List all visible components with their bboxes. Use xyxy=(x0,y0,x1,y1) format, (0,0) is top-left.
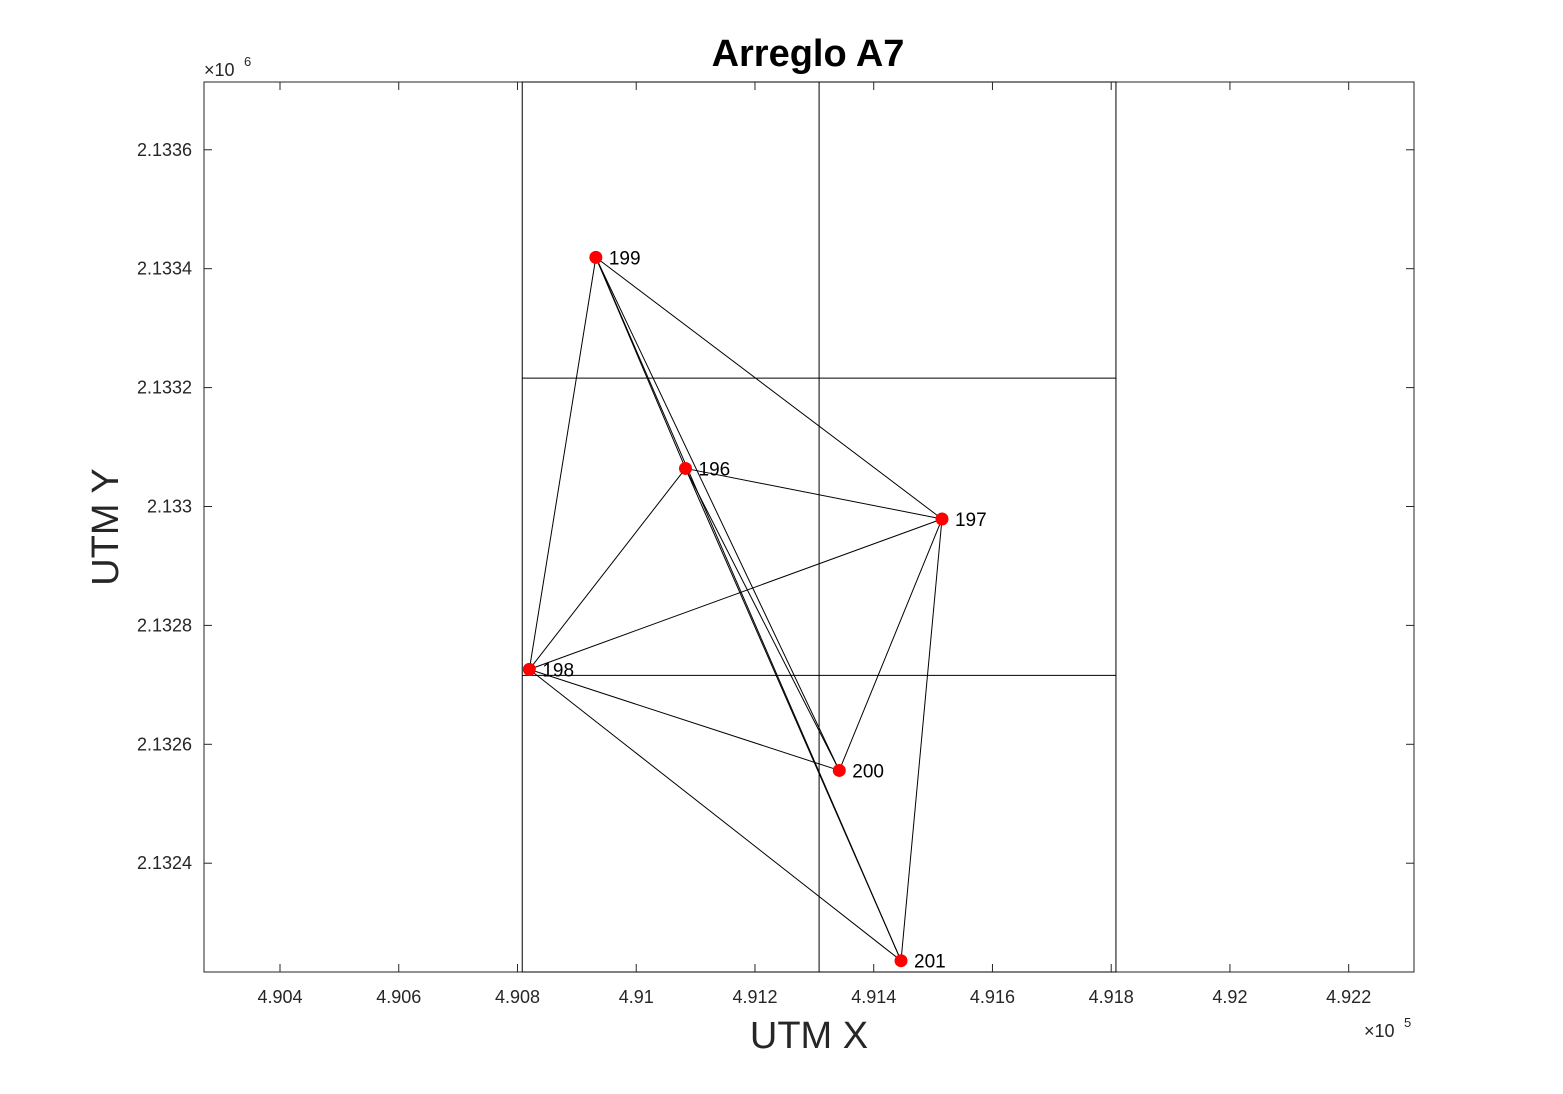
x-tick-label: 4.922 xyxy=(1326,987,1371,1007)
x-tick-label: 4.908 xyxy=(495,987,540,1007)
x-exponent-power: 5 xyxy=(1404,1015,1411,1030)
station-label: 197 xyxy=(955,510,987,531)
chart-title: Arreglo A7 xyxy=(712,33,905,75)
connection-line xyxy=(595,256,943,520)
station-point xyxy=(894,954,908,968)
station-point xyxy=(522,662,536,676)
y-tick-label: 2.1336 xyxy=(137,140,192,160)
x-axis-label: UTM X xyxy=(750,1015,868,1057)
connection-line xyxy=(838,518,943,771)
y-tick-label: 2.1324 xyxy=(137,853,192,873)
connection-line xyxy=(595,257,840,771)
y-tick-label: 2.133 xyxy=(147,496,192,516)
y-tick-label: 2.1334 xyxy=(137,259,192,279)
station-label: 198 xyxy=(542,660,574,681)
y-exponent-base: ×10 xyxy=(204,60,235,80)
connection-line xyxy=(528,468,686,670)
y-tick-label: 2.1326 xyxy=(137,734,192,754)
station-label: 199 xyxy=(609,248,641,269)
y-tick-label: 2.1332 xyxy=(137,378,192,398)
station-label: 200 xyxy=(852,761,884,782)
connection-line xyxy=(529,668,840,771)
connection-line xyxy=(685,468,902,961)
x-tick-label: 4.918 xyxy=(1089,987,1134,1007)
connection-line xyxy=(685,468,840,771)
station-point xyxy=(679,461,693,475)
x-exponent-label: ×10 5 xyxy=(1364,1015,1411,1041)
connection-line xyxy=(528,257,597,670)
connection-line xyxy=(900,518,943,961)
x-tick-label: 4.92 xyxy=(1212,987,1247,1007)
block-rectangle-group xyxy=(521,81,1117,973)
station-point xyxy=(589,250,603,264)
x-tick-label: 4.914 xyxy=(851,987,896,1007)
station-points-group: 196 197 198 199 200 201 xyxy=(522,248,987,973)
station-point xyxy=(935,512,949,526)
x-tick-label: 4.912 xyxy=(732,987,777,1007)
station-point xyxy=(832,763,846,777)
connection-line xyxy=(529,668,902,962)
y-axis-label: UTM Y xyxy=(85,468,127,586)
connection-line xyxy=(529,518,943,670)
x-tick-label: 4.916 xyxy=(970,987,1015,1007)
axis-ticks-group: 4.904 4.906 4.908 4.91 4.912 4.914 4.916 4.918 4… xyxy=(137,82,1414,1007)
connection-line xyxy=(685,467,943,520)
plot-area-box xyxy=(203,81,1415,973)
x-tick-label: 4.906 xyxy=(376,987,421,1007)
x-exponent-base: ×10 xyxy=(1364,1021,1395,1041)
y-exponent-label: ×10 6 xyxy=(204,54,251,80)
x-tick-label: 4.904 xyxy=(257,987,302,1007)
station-label: 201 xyxy=(914,952,946,973)
connection-lines-group xyxy=(528,256,943,962)
y-tick-label: 2.1328 xyxy=(137,615,192,635)
station-label: 196 xyxy=(699,459,731,480)
x-tick-label: 4.91 xyxy=(619,987,654,1007)
y-exponent-power: 6 xyxy=(244,54,251,69)
